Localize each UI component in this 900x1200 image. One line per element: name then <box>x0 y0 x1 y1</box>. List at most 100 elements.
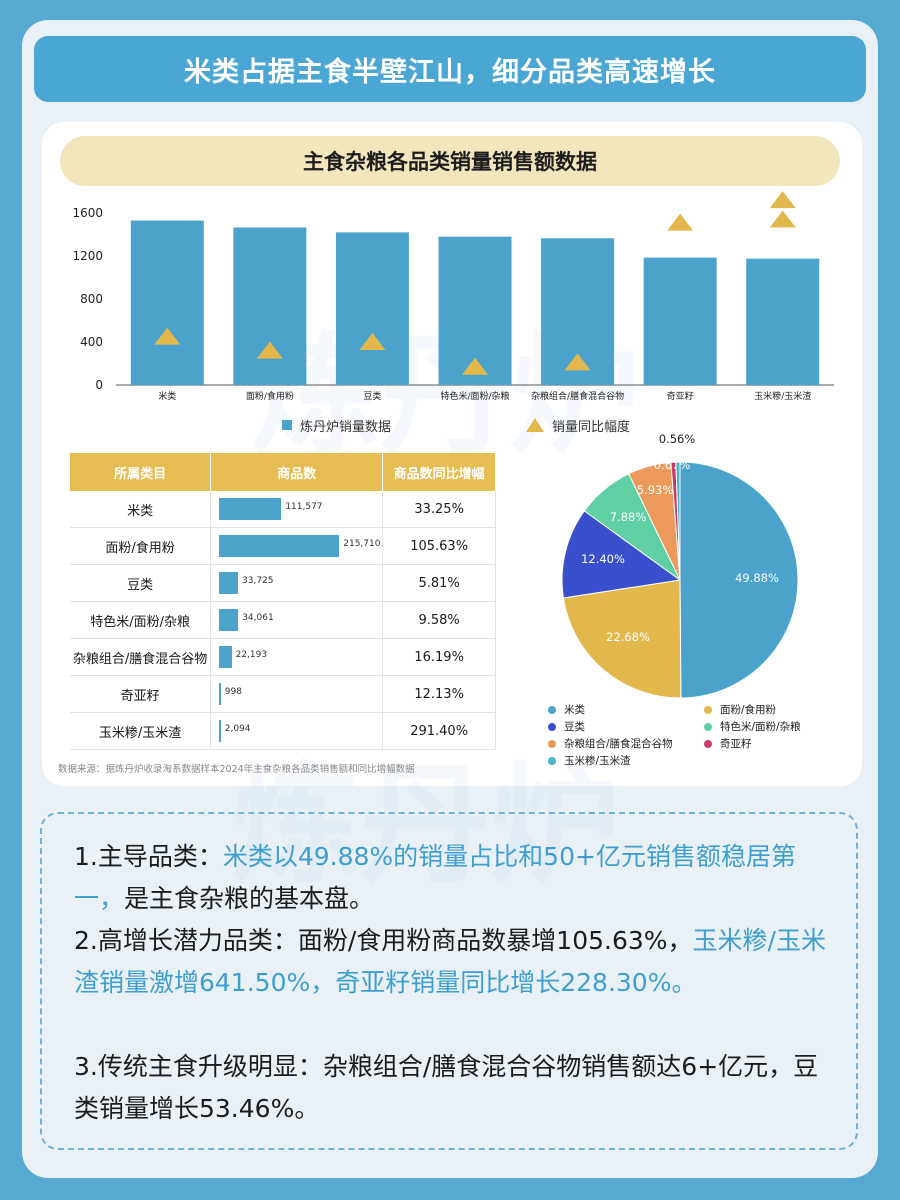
table-cell-category: 杂粮组合/膳食混合谷物 <box>70 638 212 676</box>
table-row: 面粉/食用粉 215,710 105.63% <box>70 527 496 565</box>
legend-bar-label: 炼丹炉销量数据 <box>300 419 392 435</box>
pie-slice <box>562 579 682 699</box>
triangle-icon <box>526 418 544 432</box>
category-table: 所属类目 商品数 商品数同比增幅 米类 111,577 33.25% 面粉/食用粉 21… <box>70 453 496 750</box>
pie-legend-item: 特色米/面粉/杂粮 <box>704 719 844 734</box>
col-header-category: 所属类目 <box>70 453 212 491</box>
y-tick-label: 800 <box>80 292 103 306</box>
count-label: 22,193 <box>235 650 268 660</box>
summary-box <box>40 812 858 1150</box>
table-cell-growth: 291.40% <box>382 712 496 750</box>
table-cell-category: 玉米糁/玉米渣 <box>70 712 212 750</box>
pie-legend-label: 奇亚籽 <box>720 738 752 750</box>
summary-label: 3.传统主食升级明显： <box>74 1052 323 1081</box>
pie-legend-item: 杂粮组合/膳食混合谷物 <box>548 736 704 751</box>
legend-dot-icon <box>548 756 556 765</box>
triangle-marker <box>462 357 488 375</box>
table-cell-growth: 105.63% <box>382 527 496 565</box>
table-cell-count: 998 <box>210 675 384 713</box>
bar <box>746 258 820 385</box>
summary-point-1: 1.主导品类：米类以49.88%的销量占比和50+亿元销售额稳居第一，是主食杂粮… <box>74 836 834 920</box>
table-row: 豆类 33,725 5.81% <box>70 564 496 602</box>
triangle-marker <box>769 210 796 228</box>
legend-dot-icon <box>548 705 556 714</box>
count-label: 34,061 <box>242 613 274 623</box>
pie-label: 22.68% <box>606 630 650 644</box>
table-cell-growth: 16.19% <box>382 638 496 676</box>
count-bar <box>219 535 340 557</box>
legend-triangle-label: 销量同比幅度 <box>552 419 631 435</box>
source-note: 数据来源：据炼丹炉收录淘系数据样本2024年主食杂粮各品类销售额和同比增幅数据 <box>58 764 415 775</box>
y-tick-label: 400 <box>80 335 103 349</box>
legend-bar: 炼丹炉销量数据 <box>282 414 391 436</box>
legend-dot-icon <box>548 739 556 748</box>
bar <box>130 220 204 385</box>
table-cell-count: 34,061 <box>210 601 384 639</box>
pie-label: 0.67% <box>654 458 691 472</box>
count-bar <box>219 498 282 520</box>
x-tick-label: 特色米/面粉/杂粮 <box>440 390 509 402</box>
x-tick-label: 面粉/食用粉 <box>246 390 294 402</box>
count-bar <box>219 683 221 705</box>
pie-legend: 米类 面粉/食用粉 豆类 特色米/面粉/杂粮 杂粮组合/膳食混合谷物 奇亚籽 玉米糁/玉米渣 <box>548 702 848 768</box>
y-tick-label: 1600 <box>72 206 103 220</box>
x-tick-label: 米类 <box>158 390 176 402</box>
bar <box>233 227 307 385</box>
table-cell-category: 豆类 <box>70 564 212 602</box>
table-cell-count: 215,710 <box>210 527 384 565</box>
summary-label: 2.高增长潜力品类： <box>74 926 298 955</box>
summary-highlight: 玉米糁/玉米渣销量激增641.50%，奇亚籽销量同比增长228.30%。 <box>74 926 826 997</box>
col-header-count: 商品数 <box>210 453 384 491</box>
legend-triangle: 销量同比幅度 <box>526 414 630 436</box>
count-bar <box>219 572 238 594</box>
table-row: 奇亚籽 998 12.13% <box>70 675 496 713</box>
table-cell-count: 111,577 <box>210 491 384 528</box>
table-cell-growth: 12.13% <box>382 675 496 713</box>
count-label: 215,710 <box>343 539 381 549</box>
bar <box>643 257 717 385</box>
pie-legend-item: 豆类 <box>548 719 704 734</box>
pie-legend-item: 奇亚籽 <box>704 736 844 751</box>
chart-title: 主食杂粮各品类销量销售额数据 <box>60 136 840 186</box>
table-cell-growth: 5.81% <box>382 564 496 602</box>
pie-legend-label: 面粉/食用粉 <box>720 704 777 716</box>
count-bar <box>219 646 232 668</box>
table-row: 玉米糁/玉米渣 2,094 291.40% <box>70 712 496 750</box>
pie-legend-item: 面粉/食用粉 <box>704 702 844 717</box>
x-tick-label: 杂粮组合/膳食混合谷物 <box>531 390 624 402</box>
triangle-marker <box>154 327 181 345</box>
summary-label: 1.主导品类： <box>74 842 223 871</box>
legend-dot-icon <box>548 722 556 731</box>
pie-slice <box>675 461 681 581</box>
legend-bar-swatch <box>282 420 292 430</box>
pie-legend-label: 杂粮组合/膳食混合谷物 <box>564 738 673 750</box>
pie-legend-label: 豆类 <box>564 721 585 733</box>
table-cell-count: 33,725 <box>210 564 384 602</box>
pie-legend-label: 特色米/面粉/杂粮 <box>720 721 801 733</box>
triangle-marker <box>564 353 591 371</box>
pie-legend-label: 米类 <box>564 704 585 716</box>
pie-slice <box>679 461 799 699</box>
table-cell-count: 22,193 <box>210 638 384 676</box>
count-label: 111,577 <box>285 502 323 512</box>
col-header-growth: 商品数同比增幅 <box>382 453 496 491</box>
table-cell-count: 2,094 <box>210 712 384 750</box>
legend-dot-icon <box>704 722 712 731</box>
bar-chart: 0 400 800 1200 1600 米类 面粉/食用粉 豆类 特色米/面粉/杂粮 杂粮组合/膳… <box>72 191 834 402</box>
table-row: 杂粮组合/膳食混合谷物 22,193 16.19% <box>70 638 496 676</box>
table-cell-growth: 33.25% <box>382 491 496 528</box>
triangle-marker <box>359 333 386 350</box>
summary-point-3: 3.传统主食升级明显：杂粮组合/膳食混合谷物销售额达6+亿元，豆类销量增长53.… <box>74 1046 834 1130</box>
pie-label: 0.56% <box>659 432 696 446</box>
table-cell-category: 面粉/食用粉 <box>70 527 212 565</box>
summary-text: 是主食杂粮的基本盘。 <box>124 884 375 913</box>
table-cell-category: 奇亚籽 <box>70 675 212 713</box>
summary-point-2: 2.高增长潜力品类：面粉/食用粉商品数暴增105.63%，玉米糁/玉米渣销量激增… <box>74 920 834 1004</box>
y-tick-label: 1200 <box>72 249 103 263</box>
pie-legend-item: 米类 <box>548 702 704 717</box>
triangle-marker <box>256 341 283 359</box>
y-tick-label: 0 <box>95 378 103 392</box>
table-row: 特色米/面粉/杂粮 34,061 9.58% <box>70 601 496 639</box>
x-tick-label: 豆类 <box>363 390 381 402</box>
table-cell-category: 米类 <box>70 491 212 528</box>
